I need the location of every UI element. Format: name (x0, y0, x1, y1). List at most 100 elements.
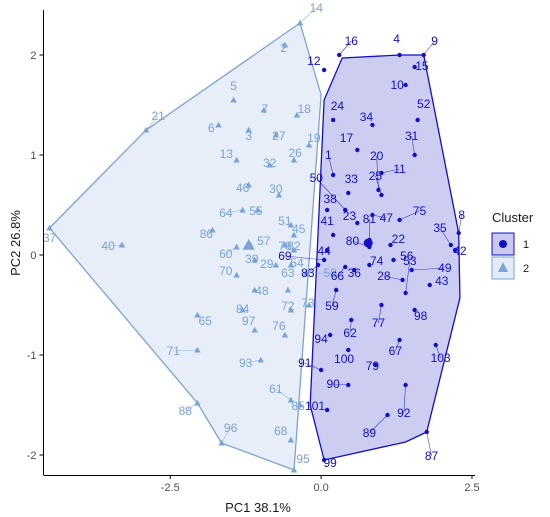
point-label-26: 26 (288, 146, 302, 160)
point-label-66: 66 (331, 269, 345, 283)
point-99 (321, 457, 327, 463)
point-label-95: 95 (296, 452, 310, 466)
point-65 (194, 311, 201, 318)
label-leader-83 (307, 264, 319, 274)
cluster-hulls (48, 21, 461, 471)
point-19 (305, 141, 313, 148)
label-leader-91 (304, 362, 322, 371)
point-label-31: 31 (405, 129, 419, 143)
point-label-24: 24 (331, 99, 345, 113)
point-70 (233, 271, 240, 278)
point-label-11: 11 (393, 162, 406, 176)
point-label-49: 49 (438, 261, 452, 275)
point-label-82: 82 (287, 239, 301, 253)
point-label-28: 28 (377, 269, 391, 283)
point-52 (415, 117, 420, 123)
label-leader-92 (403, 384, 406, 414)
point-label-70: 70 (219, 264, 233, 278)
point-label-60: 60 (219, 247, 233, 261)
cluster-1-hull (309, 54, 461, 461)
point-label-76: 76 (272, 319, 286, 333)
point-label-12: 12 (307, 54, 321, 68)
point-33 (346, 190, 351, 196)
point-label-71: 71 (167, 344, 181, 358)
point-label-19: 19 (307, 131, 321, 145)
point-36 (352, 267, 357, 273)
label-leader-77 (378, 304, 382, 324)
legend-marker-circle-icon (499, 240, 507, 248)
point-29 (272, 261, 280, 268)
point-label-91: 91 (298, 356, 312, 370)
point-label-68: 68 (274, 424, 288, 438)
point-label-58: 58 (323, 266, 337, 280)
point-label-69: 69 (278, 249, 292, 263)
point-label-101: 101 (305, 399, 325, 413)
point-56 (391, 257, 396, 263)
point-4 (397, 52, 402, 58)
label-leader-87 (426, 431, 432, 457)
point-10 (403, 82, 408, 88)
point-82 (290, 246, 298, 253)
point-label-21: 21 (151, 109, 165, 123)
legend-marker-triangle-icon (498, 262, 508, 272)
label-leader-89 (369, 414, 388, 434)
point-101 (324, 407, 330, 413)
point-24 (330, 117, 336, 123)
point-39 (251, 256, 258, 263)
label-leader-61 (275, 388, 292, 401)
point-label-89: 89 (363, 426, 377, 440)
point-64 (239, 206, 246, 213)
point-label-33: 33 (345, 172, 359, 186)
label-leader-71 (173, 349, 198, 352)
label-leader-1 (328, 154, 334, 176)
point-97 (251, 326, 258, 333)
point-103 (433, 342, 438, 348)
legend-label-cluster-2: 2 (523, 263, 529, 275)
point-73 (305, 301, 313, 308)
point-44 (324, 247, 330, 253)
point-label-5: 5 (230, 79, 237, 93)
x-tick-label-1: 0.0 (313, 482, 328, 494)
point-86 (209, 226, 216, 233)
label-leader-40 (108, 244, 122, 247)
label-leader-103 (435, 344, 441, 359)
point-93 (257, 356, 264, 363)
point-6 (215, 121, 222, 128)
label-leader-50 (316, 177, 346, 211)
point-label-4: 4 (393, 32, 400, 46)
point-78 (281, 241, 289, 248)
point-label-52: 52 (417, 97, 431, 111)
point-label-94: 94 (314, 332, 328, 346)
point-label-29: 29 (260, 257, 274, 271)
point-72 (287, 306, 295, 313)
point-label-90: 90 (326, 377, 340, 391)
point-label-35: 35 (433, 221, 447, 235)
point-label-27: 27 (272, 129, 286, 143)
point-label-2: 2 (280, 41, 287, 55)
point-label-103: 103 (431, 351, 451, 365)
data-points (46, 19, 461, 473)
label-leader-14 (299, 7, 317, 24)
point-label-84: 84 (236, 302, 250, 316)
point-label-80: 80 (346, 234, 360, 248)
point-7 (260, 106, 267, 113)
point-label-50: 50 (310, 171, 324, 185)
point-label-6: 6 (208, 121, 215, 135)
point-label-3: 3 (245, 129, 252, 143)
point-3 (245, 126, 252, 133)
x-tick-label-0: -2.5 (161, 482, 180, 494)
point-label-93: 93 (239, 356, 253, 370)
point-label-39: 39 (245, 252, 259, 266)
point-label-22: 22 (392, 232, 406, 246)
point-22 (388, 242, 393, 248)
point-label-41: 41 (320, 214, 334, 228)
point-label-88: 88 (179, 404, 193, 418)
point-label-79: 79 (366, 359, 380, 373)
label-leader-28 (383, 275, 403, 281)
point-label-72: 72 (281, 299, 295, 313)
y-tick-label-2: 0 (30, 250, 36, 262)
point-47 (370, 212, 375, 218)
point-label-96: 96 (224, 421, 238, 435)
point-label-9: 9 (431, 34, 438, 48)
